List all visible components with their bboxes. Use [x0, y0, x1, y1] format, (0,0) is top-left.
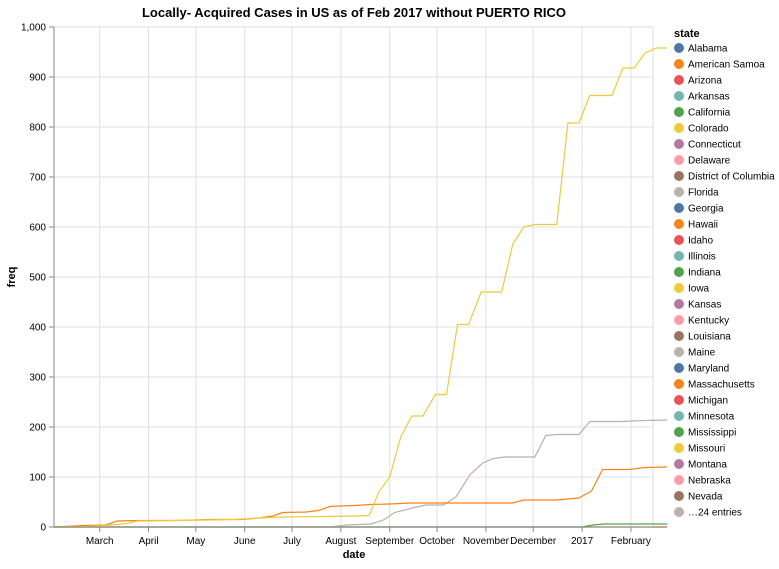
y-tick-label: 800 — [29, 123, 46, 134]
legend-swatch — [674, 43, 684, 53]
legend-swatch — [674, 443, 684, 453]
y-tick-label: 300 — [29, 373, 46, 384]
legend-label: Minnesota — [688, 412, 735, 423]
x-tick-label: August — [325, 536, 356, 547]
legend-label: Montana — [688, 460, 727, 471]
legend-label: Illinois — [688, 252, 716, 263]
legend-label: Arkansas — [688, 92, 730, 103]
x-tick-label: September — [365, 536, 415, 547]
series-line — [53, 47, 668, 528]
legend-swatch — [674, 363, 684, 373]
legend-label: Nebraska — [688, 476, 731, 487]
x-tick-label: February — [611, 536, 651, 547]
legend-swatch — [674, 267, 684, 277]
legend-label: Arizona — [688, 76, 722, 87]
legend-swatch — [674, 59, 684, 69]
legend-label: Florida — [688, 188, 719, 199]
x-tick-label: 2017 — [571, 536, 594, 547]
legend-swatch — [674, 379, 684, 389]
x-tick-label: March — [86, 536, 114, 547]
legend-swatch — [674, 427, 684, 437]
x-axis-label: date — [343, 549, 366, 561]
series-lines — [53, 47, 668, 528]
legend-label: Colorado — [688, 124, 729, 135]
y-tick-label: 1,000 — [21, 23, 46, 34]
chart-title: Locally- Acquired Cases in US as of Feb … — [142, 5, 566, 20]
legend-swatch — [674, 395, 684, 405]
legend-label: Missouri — [688, 444, 725, 455]
legend-swatch — [674, 187, 684, 197]
legend-swatch — [674, 411, 684, 421]
legend-label: Maine — [688, 348, 716, 359]
legend-swatch — [674, 315, 684, 325]
legend-swatch — [674, 251, 684, 261]
legend-swatch — [674, 475, 684, 485]
legend-label: Delaware — [688, 156, 731, 167]
series-line — [54, 419, 668, 528]
y-tick-label: 0 — [40, 523, 46, 534]
y-tick-label: 400 — [29, 323, 46, 334]
legend-label: …24 entries — [688, 508, 742, 519]
legend-swatch — [674, 75, 684, 85]
legend-swatch — [674, 331, 684, 341]
legend-label: Hawaii — [688, 220, 718, 231]
legend-label: Mississippi — [688, 428, 736, 439]
legend-label: Georgia — [688, 204, 724, 215]
legend-swatch — [674, 283, 684, 293]
y-tick-label: 700 — [29, 173, 46, 184]
legend-swatch — [674, 91, 684, 101]
legend-swatch — [674, 507, 684, 517]
y-tick-label: 900 — [29, 73, 46, 84]
legend-label: Louisiana — [688, 332, 731, 343]
gridlines — [53, 26, 654, 528]
legend-label: Kentucky — [688, 316, 729, 327]
legend-label: Idaho — [688, 236, 713, 247]
x-tick-label: July — [283, 536, 301, 547]
legend: state Alabama American Samoa Arizona Arkans… — [674, 28, 775, 519]
legend-swatch — [674, 155, 684, 165]
legend-label: Maryland — [688, 364, 729, 375]
legend-swatch — [674, 347, 684, 357]
legend-swatch — [674, 139, 684, 149]
legend-swatch — [674, 459, 684, 469]
x-tick-label: June — [234, 536, 256, 547]
x-tick-label: May — [186, 536, 205, 547]
y-tick-label: 200 — [29, 423, 46, 434]
legend-swatch — [674, 171, 684, 181]
legend-swatch — [674, 123, 684, 133]
legend-label: Alabama — [688, 44, 728, 55]
legend-label: Massachusetts — [688, 380, 755, 391]
legend-label: Kansas — [688, 300, 721, 311]
legend-label: Nevada — [688, 492, 723, 503]
x-tick-label: October — [419, 536, 455, 547]
y-tick-label: 600 — [29, 223, 46, 234]
legend-label: Michigan — [688, 396, 728, 407]
legend-label: Iowa — [688, 284, 710, 295]
x-tick-label: April — [139, 536, 159, 547]
x-tick-label: November — [463, 536, 510, 547]
legend-swatch — [674, 491, 684, 501]
legend-label: Connecticut — [688, 140, 741, 151]
legend-swatch — [674, 219, 684, 229]
legend-swatch — [674, 203, 684, 213]
axes: 0 100 200 300 400 500 600 700 800 900 1,000 March Ap… — [21, 23, 653, 547]
legend-label: Indiana — [688, 268, 721, 279]
legend-label: District of Columbia — [688, 172, 775, 183]
y-tick-label: 500 — [29, 273, 46, 284]
series-line — [53, 466, 668, 528]
legend-swatch — [674, 107, 684, 117]
legend-title: state — [674, 28, 700, 40]
legend-swatch — [674, 235, 684, 245]
legend-label: American Samoa — [688, 60, 765, 71]
y-axis-label: freq — [6, 267, 18, 288]
legend-swatch — [674, 299, 684, 309]
y-tick-label: 100 — [29, 473, 46, 484]
legend-label: California — [688, 108, 731, 119]
x-tick-label: December — [510, 536, 557, 547]
